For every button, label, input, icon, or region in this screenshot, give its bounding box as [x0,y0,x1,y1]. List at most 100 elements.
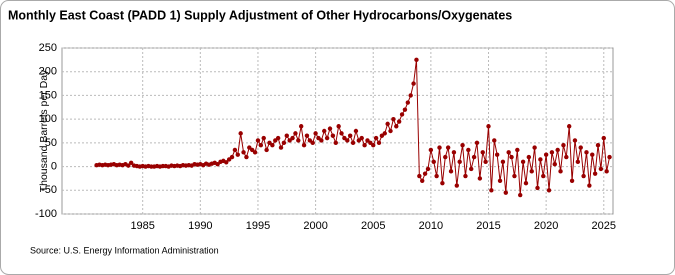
marker [399,112,405,117]
x-tick-label: 2010 [419,220,443,232]
marker [561,143,566,148]
marker [555,147,560,153]
marker [281,140,287,146]
marker [345,138,350,143]
marker [520,159,526,165]
marker [515,147,520,153]
x-tick-label: 1985 [130,220,154,232]
marker [396,119,402,124]
marker [607,154,612,160]
marker [422,171,428,176]
marker [592,171,598,176]
marker [296,138,301,143]
marker [327,126,333,131]
marker [261,135,266,141]
marker [598,166,604,172]
marker [431,159,436,165]
marker [445,145,451,150]
marker [434,173,439,179]
marker [371,143,376,148]
x-tick-label: 2000 [303,220,327,232]
marker [463,173,468,179]
marker [353,128,359,134]
marker [451,150,457,155]
marker [224,160,229,165]
marker [359,135,364,141]
y-tick-label: 200 [39,66,57,78]
marker [290,135,295,141]
marker [503,190,508,195]
x-tick-label: 1990 [188,220,212,232]
marker [402,107,408,112]
marker [469,166,474,172]
marker [428,147,434,153]
marker [538,157,543,162]
marker [506,150,511,155]
marker [255,138,261,143]
marker [492,138,497,143]
marker [494,152,500,157]
marker [509,154,514,160]
marker [322,128,327,134]
x-tick-label: 2025 [592,220,616,232]
y-tick-label: 100 [39,113,57,125]
y-tick-label: -100 [35,208,57,220]
marker [293,131,298,136]
marker [518,192,523,198]
marker [229,154,235,160]
marker [523,180,529,186]
marker [480,150,485,155]
marker [590,152,595,157]
marker [483,159,488,165]
marker [584,150,589,155]
marker [394,124,399,129]
marker [270,143,275,148]
marker [558,169,563,174]
marker [604,169,609,174]
marker [382,131,387,136]
marker [284,133,289,138]
marker [535,185,540,191]
marker [601,135,606,141]
marker [581,173,586,179]
marker [566,124,572,129]
marker [471,154,477,160]
marker [587,183,592,188]
marker [304,133,310,138]
marker [443,154,448,160]
marker [278,145,284,150]
marker [373,135,379,141]
marker [541,173,546,179]
marker [238,131,243,136]
marker [313,131,318,136]
marker [526,154,532,160]
x-tick-label: 2005 [361,220,385,232]
marker [578,145,583,150]
marker [330,133,336,138]
marker [466,147,471,153]
marker [546,188,552,193]
chart-title: Monthly East Coast (PADD 1) Supply Adjus… [8,8,512,22]
marker [543,152,549,157]
marker [512,173,517,179]
marker [532,145,537,150]
marker [275,135,281,141]
marker [457,159,462,165]
y-tick-label: 250 [39,42,57,54]
marker [417,173,422,179]
marker [569,178,575,183]
y-tick-label: 150 [39,89,57,101]
marker [408,93,413,98]
marker [437,145,442,150]
marker [336,124,341,129]
source: Source: U.S. Energy Information Administ… [30,245,219,255]
marker [362,143,367,148]
marker [232,147,238,153]
y-tick-label: -50 [41,184,57,196]
marker [298,124,304,129]
marker [595,143,601,148]
marker [244,154,249,160]
marker [324,135,330,141]
marker [252,150,258,155]
